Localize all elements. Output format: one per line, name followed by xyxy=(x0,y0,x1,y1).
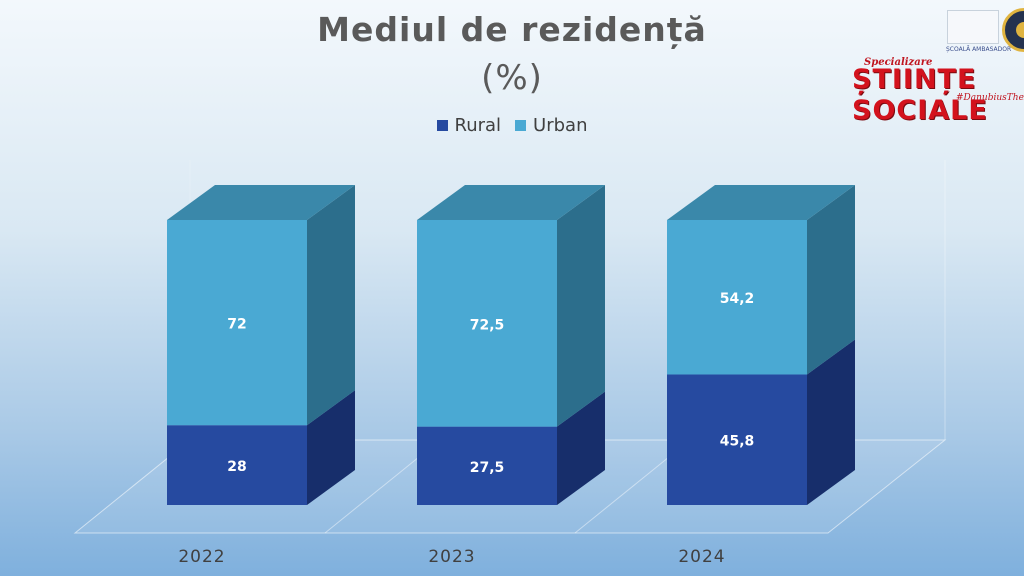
legend: Rural Urban xyxy=(0,115,1024,136)
data-label-rural-2023: 27,5 xyxy=(470,460,505,476)
bar-top-urban-2022 xyxy=(167,185,355,220)
x-tick-label-2023: 2023 xyxy=(428,547,475,567)
bar-top-urban-2023 xyxy=(417,185,605,220)
ep-logo-caption: ȘCOALĂ AMBASADOR xyxy=(946,46,1012,53)
data-label-rural-2022: 28 xyxy=(227,459,246,475)
bar-side-urban-2023 xyxy=(557,185,605,427)
bar-side-rural-2024 xyxy=(807,339,855,505)
legend-swatch-urban xyxy=(515,120,527,131)
data-label-urban-2022: 72 xyxy=(227,317,246,333)
legend-label-urban: Urban xyxy=(533,115,588,136)
bar-side-urban-2024 xyxy=(807,185,855,375)
bar-rural-2024 xyxy=(667,374,807,505)
data-label-urban-2023: 72,5 xyxy=(470,317,505,333)
legend-item-rural: Rural xyxy=(436,115,502,136)
bar-side-rural-2023 xyxy=(557,391,605,505)
chart-subtitle: (%) xyxy=(481,58,543,98)
bar-urban-2024 xyxy=(667,220,807,375)
hashtag: #DanubiusTheBest xyxy=(956,93,1024,103)
european-parliament-logo xyxy=(947,10,999,44)
logo-area: ȘCOALĂ AMBASADOR Specializare ȘTIINȚE SO… xyxy=(784,0,1024,126)
bar-urban-2022 xyxy=(167,220,307,426)
legend-swatch-rural xyxy=(436,120,448,131)
data-label-rural-2024: 45,8 xyxy=(720,434,755,450)
specialization-title: ȘTIINȚE SOCIALE xyxy=(852,64,988,126)
data-label-urban-2024: 54,2 xyxy=(720,291,755,307)
chart-title: Mediul de rezidență xyxy=(317,10,707,49)
bar-urban-2023 xyxy=(417,220,557,427)
legend-item-urban: Urban xyxy=(515,115,588,136)
specialization-caption: Specializare xyxy=(864,57,933,68)
bar-top-urban-2024 xyxy=(667,185,855,220)
bar-rural-2023 xyxy=(417,426,557,505)
x-tick-label-2024: 2024 xyxy=(678,547,725,567)
x-tick-label-2022: 2022 xyxy=(178,547,225,567)
bar-side-rural-2022 xyxy=(307,390,355,505)
legend-label-rural: Rural xyxy=(454,115,502,136)
bar-side-urban-2022 xyxy=(307,185,355,426)
bar-rural-2022 xyxy=(167,425,307,505)
